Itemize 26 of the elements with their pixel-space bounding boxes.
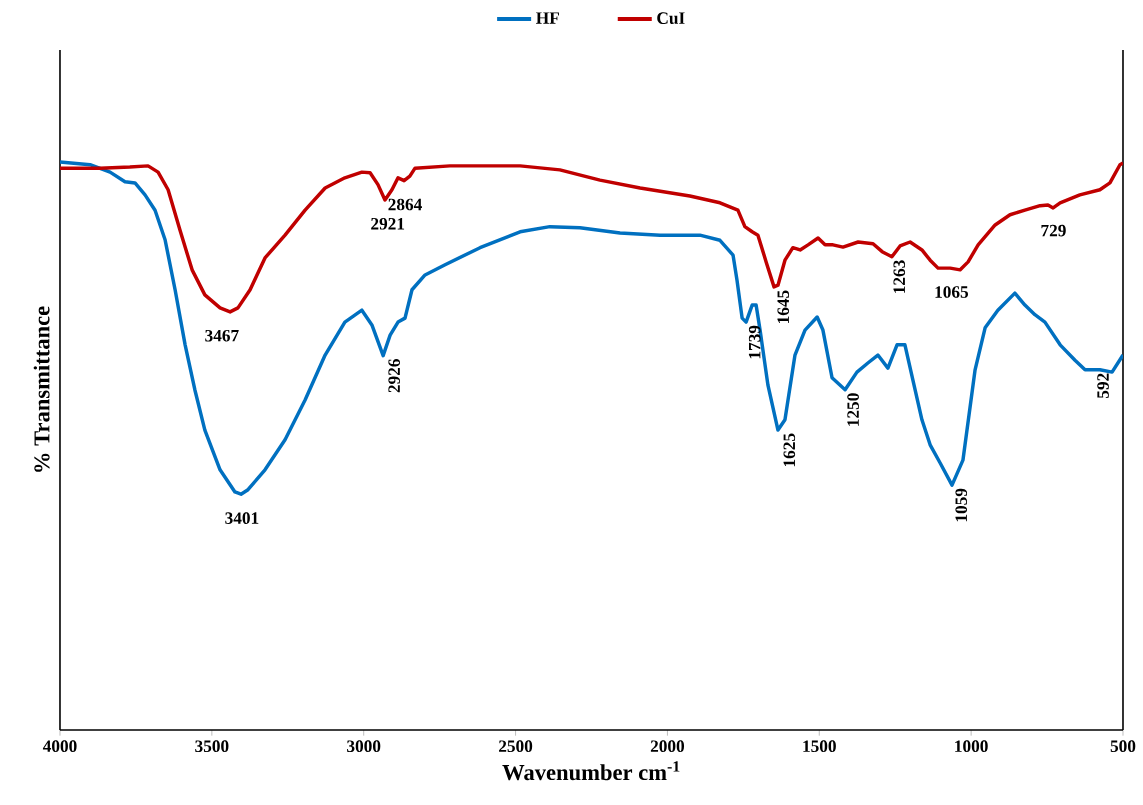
annotation: 729 xyxy=(1041,224,1066,237)
annotation: 1250 xyxy=(847,393,859,426)
annotation: 1739 xyxy=(748,325,761,359)
annotation: 1059 xyxy=(955,488,968,522)
annotation: 592 xyxy=(1097,373,1109,398)
x-tick-label: 1000 xyxy=(955,740,988,753)
y-axis-title: % Transmittance xyxy=(33,306,50,472)
x-axis-title: Wavenumber cm$^{-1}$ xyxy=(502,761,680,781)
legend-label: CuI xyxy=(657,12,685,24)
annotation: 1263 xyxy=(893,260,906,293)
x-tick-label: 500 xyxy=(1110,740,1136,753)
annotation: 3467 xyxy=(205,329,239,342)
x-tick-label: 3500 xyxy=(195,740,229,753)
annotation: 3401 xyxy=(225,512,259,524)
legend-label: HF xyxy=(536,12,559,24)
x-tick-label: 3000 xyxy=(347,740,381,753)
annotation: 2921 xyxy=(371,217,405,230)
annotation: 1625 xyxy=(783,433,796,467)
annotation: 1065 xyxy=(935,286,969,298)
annotation: 2864 xyxy=(388,198,422,211)
x-tick-label: 2500 xyxy=(499,740,533,753)
x-tick-label: 4000 xyxy=(42,740,77,753)
x-tick-label: 2000 xyxy=(650,740,685,753)
x-tick-label: 1500 xyxy=(803,740,836,753)
annotation: 1645 xyxy=(777,290,790,323)
annotation: 2926 xyxy=(388,359,400,393)
